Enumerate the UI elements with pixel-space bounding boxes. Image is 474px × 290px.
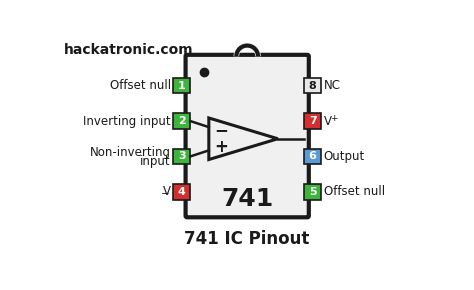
Text: input: input	[140, 155, 171, 168]
Text: 4: 4	[178, 187, 186, 197]
Text: −: −	[161, 189, 170, 199]
Text: 3: 3	[178, 151, 185, 162]
Bar	[304, 113, 321, 129]
Text: 1: 1	[178, 81, 186, 90]
Text: 7: 7	[309, 116, 317, 126]
Text: −: −	[214, 121, 228, 139]
Text: V: V	[324, 115, 331, 128]
Text: Offset null: Offset null	[324, 185, 384, 198]
Bar	[173, 149, 190, 164]
Text: V: V	[163, 185, 171, 198]
Bar	[173, 113, 190, 129]
Text: NC: NC	[324, 79, 340, 92]
Text: Non-inverting: Non-inverting	[90, 146, 171, 159]
Text: +: +	[330, 114, 337, 123]
Bar	[304, 78, 321, 93]
Text: Output: Output	[324, 150, 365, 163]
Text: hackatronic.com: hackatronic.com	[64, 43, 193, 57]
Text: 741 IC Pinout: 741 IC Pinout	[184, 230, 310, 248]
Bar	[173, 184, 190, 200]
Text: Inverting input: Inverting input	[83, 115, 171, 128]
Text: 6: 6	[309, 151, 317, 162]
Bar	[304, 184, 321, 200]
Text: Offset null: Offset null	[109, 79, 171, 92]
Text: 741: 741	[221, 187, 273, 211]
Text: +: +	[214, 138, 228, 156]
Text: 8: 8	[309, 81, 317, 90]
Text: 2: 2	[178, 116, 186, 126]
Bar	[304, 149, 321, 164]
Text: 5: 5	[309, 187, 317, 197]
Bar	[173, 78, 190, 93]
FancyBboxPatch shape	[186, 55, 309, 217]
